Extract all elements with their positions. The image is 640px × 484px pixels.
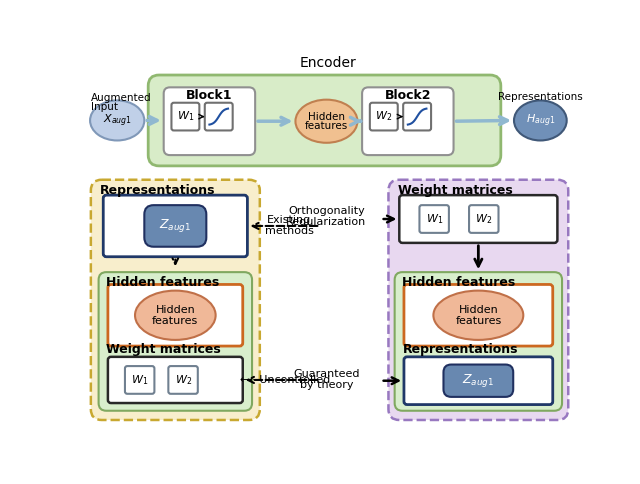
FancyBboxPatch shape <box>108 357 243 403</box>
Text: $Z_{aug1}$: $Z_{aug1}$ <box>159 217 191 234</box>
FancyBboxPatch shape <box>370 103 397 131</box>
Text: $W_1$: $W_1$ <box>131 373 148 387</box>
Text: Representations: Representations <box>403 343 518 356</box>
FancyBboxPatch shape <box>148 75 501 166</box>
Ellipse shape <box>514 101 566 140</box>
Text: Block2: Block2 <box>385 89 431 102</box>
FancyBboxPatch shape <box>395 272 562 411</box>
FancyBboxPatch shape <box>145 205 206 247</box>
Ellipse shape <box>90 101 145 140</box>
FancyBboxPatch shape <box>419 205 449 233</box>
Text: Guaranteed: Guaranteed <box>293 369 360 379</box>
Text: Augmented: Augmented <box>91 93 152 103</box>
Text: features: features <box>455 316 502 326</box>
Text: ←···Uncontrolled: ←···Uncontrolled <box>240 375 331 385</box>
Text: Hidden: Hidden <box>308 112 345 121</box>
Text: $W_2$: $W_2$ <box>175 373 191 387</box>
Text: $X_{aug1}$: $X_{aug1}$ <box>102 112 132 129</box>
Text: Representations: Representations <box>100 184 216 197</box>
Text: Weight matrices: Weight matrices <box>106 343 221 356</box>
Text: methods: methods <box>265 226 314 236</box>
Text: Representations: Representations <box>498 91 583 102</box>
FancyBboxPatch shape <box>205 103 233 131</box>
FancyBboxPatch shape <box>91 180 260 420</box>
FancyBboxPatch shape <box>172 103 199 131</box>
FancyBboxPatch shape <box>103 195 248 257</box>
Text: $H_{aug1}$: $H_{aug1}$ <box>525 112 555 129</box>
FancyBboxPatch shape <box>125 366 154 394</box>
Text: Regularization: Regularization <box>286 217 367 227</box>
FancyBboxPatch shape <box>362 87 454 155</box>
Text: $W_2$: $W_2$ <box>476 212 492 226</box>
FancyBboxPatch shape <box>469 205 499 233</box>
Text: Hidden features: Hidden features <box>106 276 220 288</box>
FancyBboxPatch shape <box>444 364 513 397</box>
Text: Existing: Existing <box>267 215 312 225</box>
Ellipse shape <box>433 290 524 340</box>
FancyBboxPatch shape <box>399 195 557 243</box>
FancyBboxPatch shape <box>164 87 255 155</box>
Text: Hidden: Hidden <box>156 305 195 315</box>
Text: $Z_{aug1}$: $Z_{aug1}$ <box>462 372 494 389</box>
FancyBboxPatch shape <box>388 180 568 420</box>
Ellipse shape <box>296 100 358 143</box>
FancyBboxPatch shape <box>108 285 243 346</box>
Text: Weight matrices: Weight matrices <box>397 184 513 197</box>
Text: features: features <box>305 121 348 131</box>
FancyBboxPatch shape <box>168 366 198 394</box>
Text: Hidden: Hidden <box>458 305 498 315</box>
FancyBboxPatch shape <box>404 285 553 346</box>
Text: Encoder: Encoder <box>300 57 356 70</box>
FancyBboxPatch shape <box>99 272 252 411</box>
Text: $W_1$: $W_1$ <box>426 212 443 226</box>
Text: Block1: Block1 <box>186 89 233 102</box>
Text: Orthogonality: Orthogonality <box>288 206 365 216</box>
Text: Hidden features: Hidden features <box>403 276 516 288</box>
Ellipse shape <box>135 290 216 340</box>
Text: $W_2$: $W_2$ <box>375 110 392 123</box>
Text: Input: Input <box>91 102 118 112</box>
Text: $W_1$: $W_1$ <box>177 110 194 123</box>
FancyBboxPatch shape <box>404 357 553 405</box>
FancyBboxPatch shape <box>403 103 431 131</box>
Text: by theory: by theory <box>300 379 353 390</box>
Text: features: features <box>152 316 198 326</box>
